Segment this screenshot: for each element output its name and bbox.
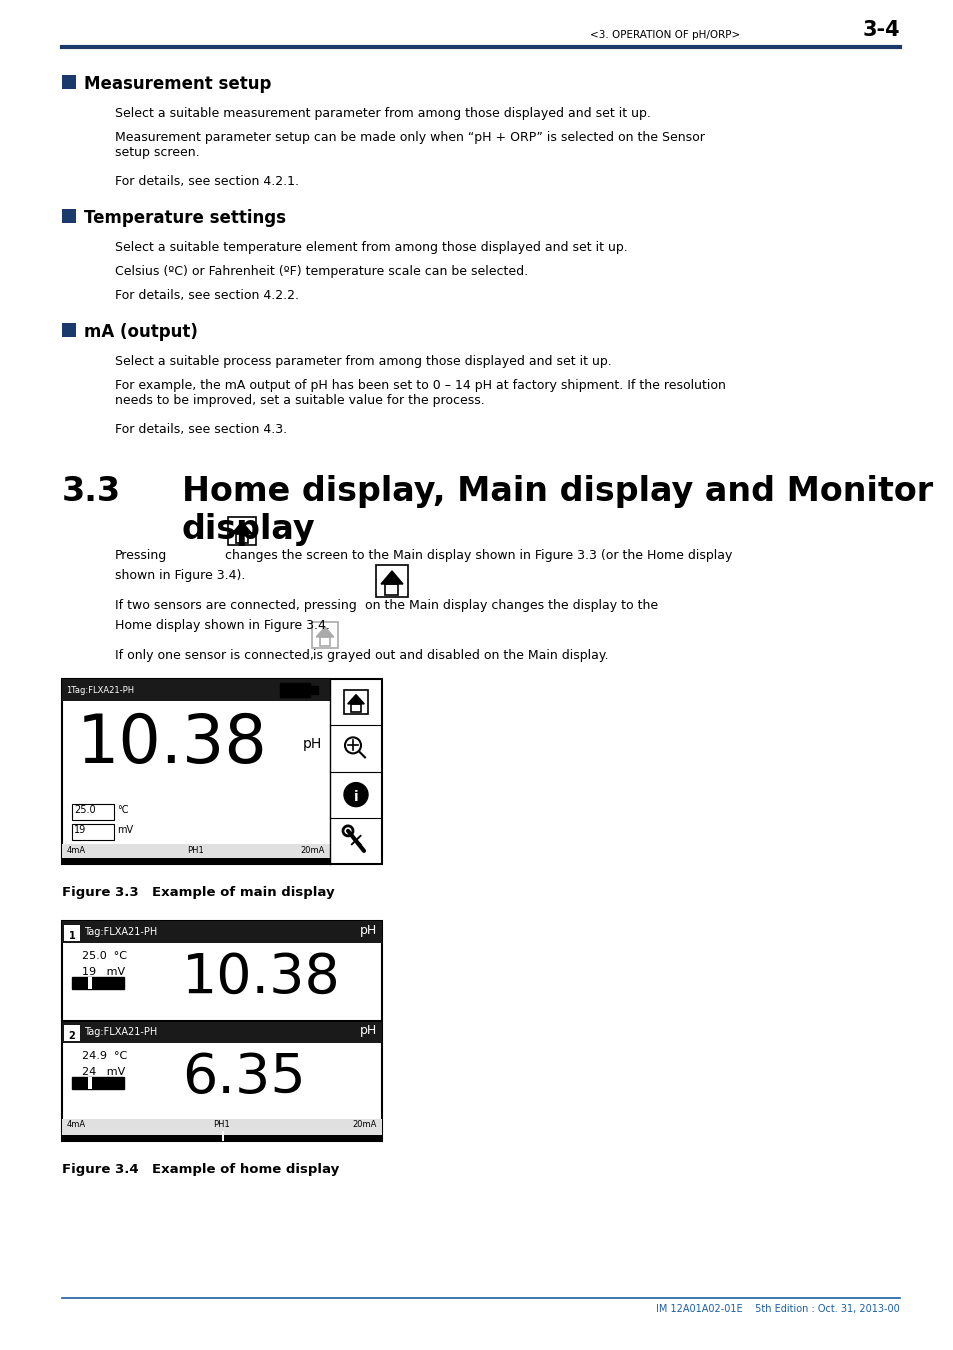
Bar — [62, 1021, 381, 1044]
Text: pH: pH — [359, 923, 376, 937]
Text: changes the screen to the Main display shown in Figure 3.3 (or the Home display: changes the screen to the Main display s… — [225, 549, 732, 562]
Bar — [64, 925, 80, 941]
Text: Tag:FLXA21-PH: Tag:FLXA21-PH — [84, 927, 157, 937]
Text: 10.38: 10.38 — [77, 711, 268, 778]
Text: Measurement setup: Measurement setup — [84, 76, 271, 93]
Text: Example of main display: Example of main display — [152, 886, 335, 899]
Bar — [62, 859, 330, 864]
Text: on the Main display changes the display to the: on the Main display changes the display … — [365, 599, 658, 612]
Text: 2: 2 — [69, 1031, 75, 1041]
Text: 1: 1 — [69, 931, 75, 941]
Polygon shape — [348, 695, 364, 703]
Text: 24   mV: 24 mV — [82, 1066, 125, 1077]
Bar — [62, 844, 330, 864]
Text: Temperature settings: Temperature settings — [84, 209, 286, 227]
Bar — [62, 1119, 381, 1141]
Bar — [62, 679, 330, 701]
Text: °C: °C — [117, 805, 129, 815]
Bar — [71, 805, 113, 819]
Text: Figure 3.4: Figure 3.4 — [62, 1162, 138, 1176]
Text: 19: 19 — [74, 825, 86, 836]
Bar — [62, 323, 76, 338]
Text: 20mA: 20mA — [353, 1120, 376, 1129]
Polygon shape — [315, 626, 334, 637]
Text: 25.0: 25.0 — [74, 805, 95, 815]
Text: IM 12A01A02-01E    5th Edition : Oct. 31, 2013-00: IM 12A01A02-01E 5th Edition : Oct. 31, 2… — [656, 1304, 899, 1314]
Text: If only one sensor is connected,: If only one sensor is connected, — [115, 649, 314, 662]
Text: shown in Figure 3.4).: shown in Figure 3.4). — [115, 568, 245, 582]
Text: 20mA: 20mA — [300, 846, 325, 855]
Bar — [319, 637, 330, 645]
Bar — [310, 686, 317, 694]
Text: If two sensors are connected, pressing: If two sensors are connected, pressing — [115, 599, 356, 612]
Bar — [88, 1077, 91, 1089]
Text: ✕: ✕ — [348, 833, 364, 852]
Bar — [64, 1025, 80, 1041]
Text: 24.9  °C: 24.9 °C — [82, 1052, 127, 1061]
Text: PH1: PH1 — [188, 846, 204, 855]
Text: 3-4: 3-4 — [862, 20, 899, 40]
Bar — [62, 679, 381, 864]
Text: pH: pH — [302, 737, 322, 751]
Text: Tag:FLXA21-PH: Tag:FLXA21-PH — [84, 1027, 157, 1037]
Text: Select a suitable temperature element from among those displayed and set it up.: Select a suitable temperature element fr… — [115, 242, 627, 254]
Text: For example, the mA output of pH has been set to 0 – 14 pH at factory shipment. : For example, the mA output of pH has bee… — [115, 379, 725, 406]
Bar — [62, 921, 381, 944]
Text: Example of home display: Example of home display — [152, 1162, 339, 1176]
Text: is grayed out and disabled on the Main display.: is grayed out and disabled on the Main d… — [313, 649, 608, 662]
Text: 3.3: 3.3 — [62, 475, 121, 508]
Text: 1Tag:FLXA21-PH: 1Tag:FLXA21-PH — [66, 686, 134, 695]
Text: <3. OPERATION OF pH/ORP>: <3. OPERATION OF pH/ORP> — [589, 30, 740, 40]
Circle shape — [344, 783, 368, 807]
Text: For details, see section 4.2.2.: For details, see section 4.2.2. — [115, 289, 298, 302]
Polygon shape — [232, 522, 252, 533]
Text: 6.35: 6.35 — [182, 1052, 305, 1106]
Bar — [62, 1135, 381, 1141]
Bar — [71, 824, 113, 840]
Text: 10.38: 10.38 — [182, 950, 340, 1004]
Text: Select a suitable measurement parameter from among those displayed and set it up: Select a suitable measurement parameter … — [115, 107, 650, 120]
Text: Figure 3.3: Figure 3.3 — [62, 886, 138, 899]
Bar — [88, 977, 91, 990]
Bar — [236, 533, 248, 544]
Text: Pressing: Pressing — [115, 549, 167, 562]
Text: 4mA: 4mA — [67, 846, 86, 855]
Text: mA (output): mA (output) — [84, 323, 197, 342]
Text: Home display, Main display and Monitor
display: Home display, Main display and Monitor d… — [182, 475, 932, 547]
Text: Celsius (ºC) or Fahrenheit (ºF) temperature scale can be selected.: Celsius (ºC) or Fahrenheit (ºF) temperat… — [115, 265, 528, 278]
Bar — [222, 1131, 224, 1141]
Bar — [280, 683, 310, 697]
Text: 25.0  °C: 25.0 °C — [82, 950, 127, 961]
Bar — [351, 703, 360, 713]
Bar — [375, 566, 408, 597]
Text: pH: pH — [359, 1025, 376, 1037]
Text: For details, see section 4.3.: For details, see section 4.3. — [115, 423, 287, 436]
Bar — [228, 517, 256, 545]
Bar — [62, 209, 76, 223]
Bar — [71, 1077, 124, 1089]
Text: Select a suitable process parameter from among those displayed and set it up.: Select a suitable process parameter from… — [115, 355, 611, 369]
Bar — [385, 585, 398, 595]
Text: 19   mV: 19 mV — [82, 967, 125, 977]
Text: For details, see section 4.2.1.: For details, see section 4.2.1. — [115, 176, 298, 188]
Text: PH1: PH1 — [213, 1120, 230, 1129]
Bar — [344, 690, 368, 714]
Text: i: i — [354, 790, 358, 803]
Bar — [62, 921, 381, 1141]
Polygon shape — [380, 571, 402, 585]
Bar — [62, 76, 76, 89]
Text: Home display shown in Figure 3.4.: Home display shown in Figure 3.4. — [115, 620, 330, 632]
Text: mV: mV — [117, 825, 133, 836]
Text: 4mA: 4mA — [67, 1120, 86, 1129]
Bar — [71, 977, 124, 990]
Text: Measurement parameter setup can be made only when “pH + ORP” is selected on the : Measurement parameter setup can be made … — [115, 131, 704, 159]
Bar — [312, 622, 337, 648]
